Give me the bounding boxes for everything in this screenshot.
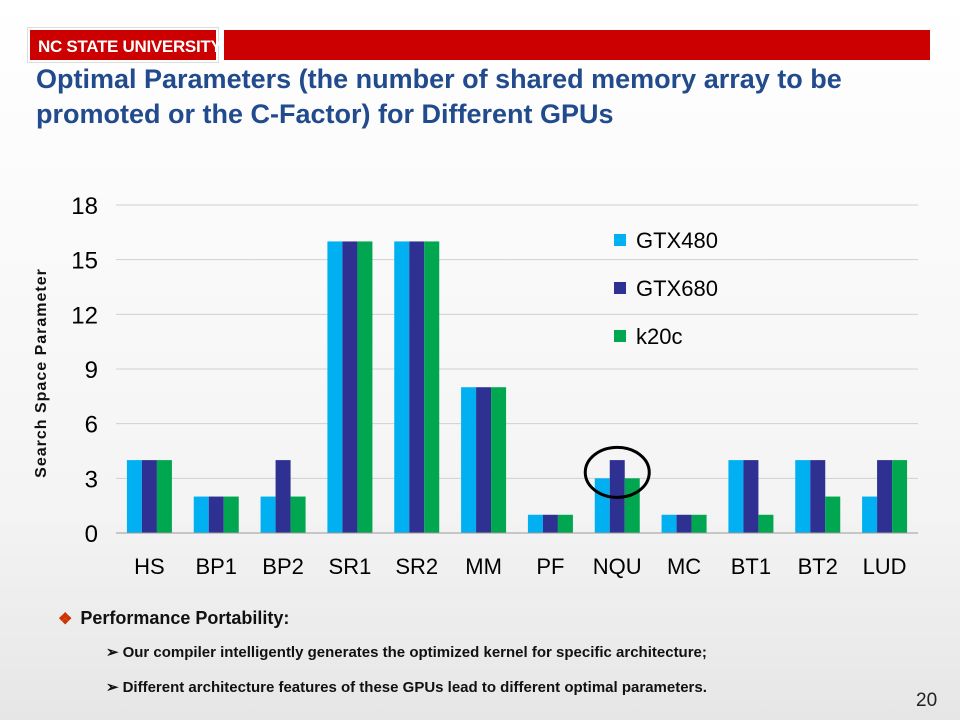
- bar: [290, 496, 306, 533]
- bar: [728, 460, 744, 533]
- bar: [357, 241, 373, 533]
- x-tick-label: BP2: [262, 554, 304, 579]
- university-logo: NC STATE UNIVERSITY: [28, 28, 222, 62]
- bar: [476, 387, 492, 533]
- bar: [208, 496, 224, 533]
- diamond-bullet-icon: ❖: [58, 611, 73, 628]
- bar: [424, 241, 440, 533]
- bar: [743, 460, 759, 533]
- x-tick-label: SR2: [395, 554, 438, 579]
- bar: [461, 387, 477, 533]
- bar: [394, 241, 410, 533]
- page-number: 20: [916, 690, 938, 711]
- bar: [491, 387, 507, 533]
- bar: [327, 241, 343, 533]
- bar: [542, 514, 558, 533]
- sub-bullet-text: Different architecture features of these…: [122, 679, 707, 696]
- slide-title: Optimal Parameters (the number of shared…: [36, 64, 842, 129]
- x-tick-label: PF: [536, 554, 564, 579]
- bar: [126, 460, 142, 533]
- x-tick-label: BP1: [195, 554, 237, 579]
- y-tick-label: 15: [71, 248, 98, 275]
- x-tick-label: BT2: [798, 554, 838, 579]
- legend-swatch: [614, 282, 626, 294]
- bar: [141, 460, 157, 533]
- y-tick-label: 12: [71, 302, 98, 329]
- bar: [527, 514, 543, 533]
- bar: [661, 514, 677, 533]
- bar-chart: 0 3 6 9 12 15 18 Search Space Parameter HS BP1 BP2…: [33, 193, 918, 579]
- main-bullet-text: Performance Portability:: [80, 608, 290, 628]
- highlight-circle: [583, 445, 651, 499]
- bar: [825, 496, 841, 533]
- bar: [624, 478, 640, 533]
- bar: [260, 496, 276, 533]
- y-tick-label: 18: [71, 193, 98, 220]
- legend-label: k20c: [636, 324, 682, 349]
- y-axis-title: Search Space Parameter: [33, 268, 50, 478]
- bar: [223, 496, 239, 533]
- bar: [862, 496, 878, 533]
- x-tick-label: NQU: [593, 554, 642, 579]
- y-tick-label: 9: [85, 357, 98, 384]
- banner-bar: [224, 30, 930, 60]
- y-tick-label: 0: [85, 521, 98, 548]
- main-bullet: ❖ Performance Portability:: [58, 608, 289, 629]
- legend-label: GTX480: [636, 228, 718, 253]
- bar: [342, 241, 358, 533]
- bar: [594, 478, 610, 533]
- header-banner: NC STATE UNIVERSITY: [28, 28, 930, 62]
- bar: [676, 514, 692, 533]
- x-tick-label: BT1: [731, 554, 771, 579]
- arrow-bullet-icon: ➢: [106, 644, 119, 661]
- x-tick-label: MC: [667, 554, 701, 579]
- bar: [409, 241, 425, 533]
- sub-bullet-text: Our compiler intelligently generates the…: [122, 644, 707, 661]
- x-tick-label: LUD: [863, 554, 907, 579]
- x-tick-label: MM: [465, 554, 502, 579]
- legend-label: GTX680: [636, 276, 718, 301]
- y-tick-label: 3: [85, 466, 98, 493]
- bar: [892, 460, 908, 533]
- sub-bullet: ➢ Our compiler intelligently generates th…: [106, 643, 707, 661]
- bar: [193, 496, 209, 533]
- sub-bullet: ➢ Different architecture features of thes…: [106, 678, 707, 696]
- bar: [795, 460, 811, 533]
- x-tick-label: HS: [134, 554, 165, 579]
- bar: [758, 514, 774, 533]
- bar: [810, 460, 826, 533]
- legend-swatch: [614, 330, 626, 342]
- legend-swatch: [614, 234, 626, 246]
- bar: [691, 514, 707, 533]
- bar: [275, 460, 291, 533]
- bar: [156, 460, 172, 533]
- arrow-bullet-icon: ➢: [106, 679, 119, 696]
- x-tick-label: SR1: [329, 554, 372, 579]
- bar: [877, 460, 893, 533]
- logo-text: NC STATE UNIVERSITY: [38, 37, 222, 56]
- y-tick-label: 6: [85, 412, 98, 439]
- bar: [557, 514, 573, 533]
